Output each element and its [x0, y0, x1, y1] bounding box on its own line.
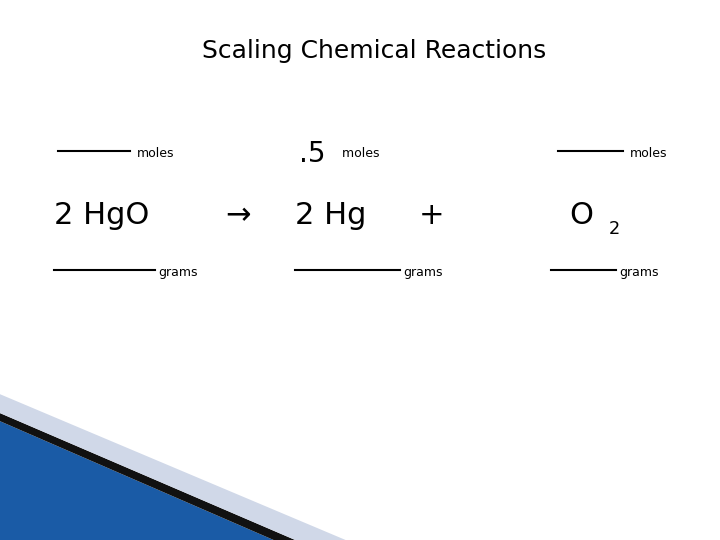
Text: 2 HgO: 2 HgO	[54, 201, 149, 231]
Text: 2 Hg: 2 Hg	[295, 201, 366, 231]
Text: grams: grams	[619, 266, 659, 279]
Polygon shape	[0, 394, 346, 540]
Text: O: O	[569, 201, 593, 231]
Text: moles: moles	[338, 147, 380, 160]
Text: grams: grams	[403, 266, 443, 279]
Text: +: +	[419, 201, 445, 231]
Polygon shape	[0, 413, 295, 540]
Polygon shape	[0, 421, 274, 540]
Text: grams: grams	[158, 266, 198, 279]
Text: moles: moles	[630, 147, 667, 160]
Text: →: →	[225, 201, 251, 231]
Text: 2: 2	[608, 220, 620, 239]
Text: Scaling Chemical Reactions: Scaling Chemical Reactions	[202, 39, 546, 63]
Text: moles: moles	[137, 147, 174, 160]
Text: .5: .5	[299, 140, 325, 168]
